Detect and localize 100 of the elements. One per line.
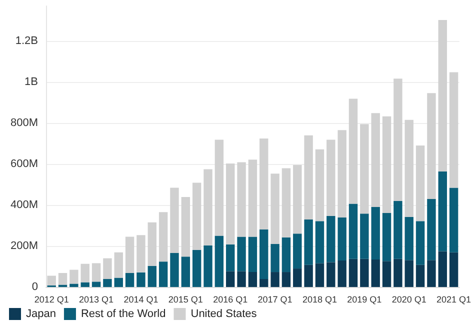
x-tick-label: 2012 Q1 [34,294,69,304]
bar [438,20,447,172]
bar [70,270,78,284]
bar [282,168,291,238]
legend-label: Japan [26,308,56,320]
bar [125,236,134,274]
x-tick-label: 2015 Q1 [168,294,203,304]
bar [315,149,324,222]
x-tick-label: 2021 Q1 [436,294,472,304]
bar [394,78,402,202]
bar [394,201,402,259]
bar [382,261,392,287]
x-tick-label: 2016 Q1 [213,294,248,304]
bar [382,212,392,262]
bar [103,279,112,287]
bar [338,260,346,287]
x-tick-label: 2019 Q1 [347,294,382,304]
bar [170,252,179,287]
bar [304,264,313,287]
bar [427,260,436,287]
x-tick-label: 2017 Q1 [258,294,292,304]
bar [248,236,258,272]
bar [438,251,447,287]
x-tick-label: 2013 Q1 [79,294,114,304]
x-tick-label: 2018 Q1 [302,294,337,304]
bar [92,263,101,282]
bar [394,258,402,287]
bar [47,276,56,286]
bar [148,222,156,266]
bar [449,188,458,252]
bar [371,113,380,208]
bar [348,258,358,287]
bar [270,174,280,244]
bar [360,214,369,259]
bar [204,169,212,246]
bar [58,273,68,285]
bar [181,196,190,257]
x-tick-label: 2020 Q1 [392,294,426,304]
bar [293,164,302,234]
y-tick-label: 600M [10,158,38,170]
bar [170,188,179,253]
bar [449,72,458,188]
bar [404,216,414,260]
bar [192,182,202,250]
bar [360,258,369,287]
bar [304,220,313,265]
bar [348,204,358,259]
bar [214,236,224,287]
bar [204,245,212,287]
bar [404,260,414,287]
bar [248,272,258,287]
bar [114,278,123,287]
bar [371,260,380,287]
y-tick-label: 0 [32,281,38,293]
bar [338,217,346,261]
bar [315,263,324,287]
bar [237,271,246,287]
bar [158,212,168,262]
bar [326,140,336,216]
bar [103,258,112,279]
bar [192,250,202,287]
bar [326,262,336,287]
bar [70,284,78,287]
bar [237,162,246,237]
bar [92,282,101,287]
bar [416,145,425,222]
bar [260,138,268,230]
bar [449,252,458,287]
bar [427,199,436,260]
bar [248,160,258,237]
bar [282,272,291,287]
bar [181,256,190,287]
x-tick-label: 2014 Q1 [124,294,158,304]
bar [136,235,146,272]
bar [158,262,168,287]
bar [214,140,224,236]
bar [326,216,336,262]
bar [282,237,291,272]
bar [416,264,425,287]
bar [293,234,302,269]
bar [404,120,414,217]
bar [348,98,358,204]
y-tick-label: 800M [10,116,38,129]
legend-label: Rest of the World [80,308,166,320]
bar [382,116,392,213]
bar [237,236,246,272]
y-tick-label: 200M [10,240,38,252]
bar [304,135,313,220]
bar [270,272,280,287]
legend-label: United States [190,308,258,320]
bar [427,93,436,200]
bar [293,268,302,287]
bar [260,229,268,279]
bar [80,264,90,282]
bar [136,272,146,287]
bar [371,207,380,260]
bar [315,221,324,264]
bar [125,273,134,287]
bar [226,164,235,244]
bar [438,172,447,252]
